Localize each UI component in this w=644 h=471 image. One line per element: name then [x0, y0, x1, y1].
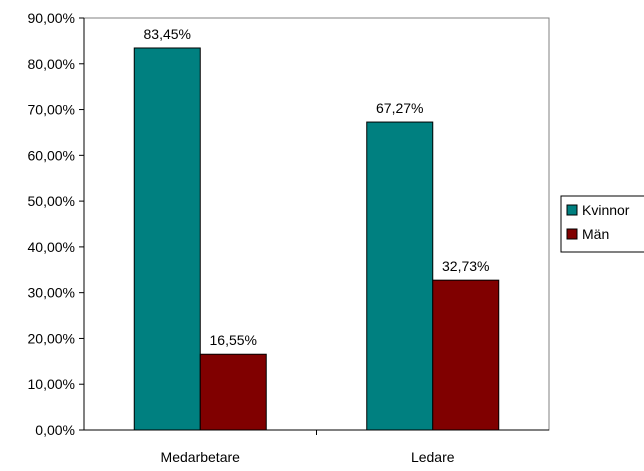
- bar-value-label: 32,73%: [442, 258, 489, 274]
- bars: [133, 47, 500, 431]
- legend-label: Män: [582, 226, 609, 242]
- y-tick-label: 20,00%: [28, 330, 75, 346]
- bar: [366, 121, 434, 431]
- y-tick-label: 40,00%: [28, 239, 75, 255]
- legend-label: Kvinnor: [582, 202, 630, 218]
- y-tick-label: 0,00%: [35, 422, 75, 438]
- legend: Kvinnor Män: [560, 195, 644, 253]
- bar-labels: 83,45% 16,55% 67,27% 32,73%: [144, 26, 490, 348]
- legend-box: [560, 195, 644, 253]
- y-tick-label: 80,00%: [28, 56, 75, 72]
- legend-swatch: [566, 204, 578, 216]
- y-tick-label: 50,00%: [28, 193, 75, 209]
- bar-value-label: 67,27%: [376, 100, 423, 116]
- y-tick-label: 60,00%: [28, 147, 75, 163]
- x-axis: Medarbetare Ledare: [84, 429, 549, 465]
- y-tick-label: 30,00%: [28, 285, 75, 301]
- legend-swatch: [566, 228, 578, 240]
- bar: [432, 279, 500, 431]
- y-axis: 0,00% 10,00% 20,00% 30,00% 40,00% 50,00% 60,00…: [28, 10, 85, 438]
- bar-value-label: 16,55%: [210, 332, 257, 348]
- bar: [199, 353, 267, 431]
- y-tick-label: 70,00%: [28, 102, 75, 118]
- bar: [133, 47, 201, 431]
- x-tick-label: Medarbetare: [161, 449, 241, 465]
- x-tick-label: Ledare: [411, 449, 455, 465]
- y-tick-label: 10,00%: [28, 376, 75, 392]
- bar-value-label: 83,45%: [144, 26, 191, 42]
- y-tick-label: 90,00%: [28, 10, 75, 26]
